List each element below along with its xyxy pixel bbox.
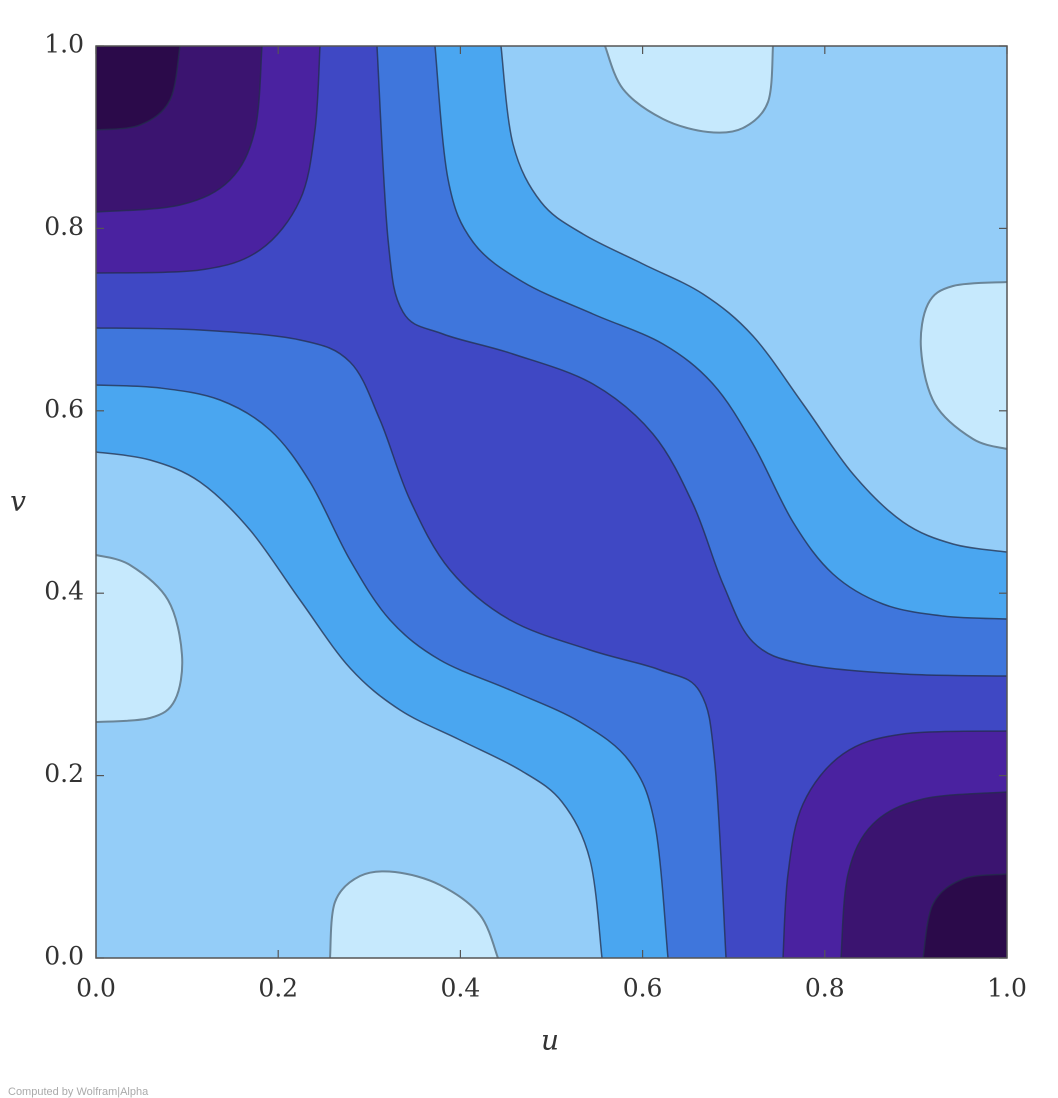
y-tick-label: 0.6 (44, 394, 84, 423)
contour-region (920, 282, 1007, 449)
y-tick-label: 0.8 (44, 212, 84, 241)
contour-line (500, 45, 1008, 553)
y-tick-label: 0.2 (44, 759, 84, 788)
contour-region (96, 555, 183, 722)
contour-region (96, 46, 1007, 958)
x-tick-label: 0.0 (76, 974, 116, 1003)
contour-line (95, 45, 263, 213)
contour-line (95, 451, 603, 959)
contour-lines (95, 45, 1008, 959)
contour-line (95, 554, 184, 723)
contour-line (840, 791, 1008, 959)
x-axis-label: u (541, 1024, 559, 1057)
x-tick-label: 1.0 (987, 974, 1027, 1003)
y-tick-label: 0.4 (44, 577, 84, 606)
x-tick-label: 0.2 (258, 974, 298, 1003)
footer: Computed by Wolfram|Alpha (8, 1086, 149, 1098)
y-tick-label: 0.0 (44, 942, 84, 971)
y-axis-label: v (10, 485, 26, 518)
contour-line (919, 281, 1008, 450)
contour-line (376, 45, 1008, 677)
contour-line (434, 45, 1008, 620)
contour-line (782, 730, 1008, 959)
x-tick-label: 0.8 (805, 974, 845, 1003)
x-tick-label: 0.4 (441, 974, 481, 1003)
contour-line (922, 873, 1008, 959)
contour-line (95, 327, 727, 959)
contour-region (923, 874, 1007, 958)
contour-region (96, 46, 180, 130)
contour-region (330, 871, 498, 958)
contour-region (605, 46, 773, 133)
contour-line (604, 45, 774, 134)
contour-line (329, 870, 499, 959)
x-tick-label: 0.6 (623, 974, 663, 1003)
contour-line (95, 45, 181, 131)
y-tick-label: 1.0 (44, 30, 84, 59)
contour-regions (96, 46, 1007, 958)
contour-line (95, 45, 321, 274)
contour-line (95, 384, 669, 959)
plot-frame (95, 45, 1008, 959)
